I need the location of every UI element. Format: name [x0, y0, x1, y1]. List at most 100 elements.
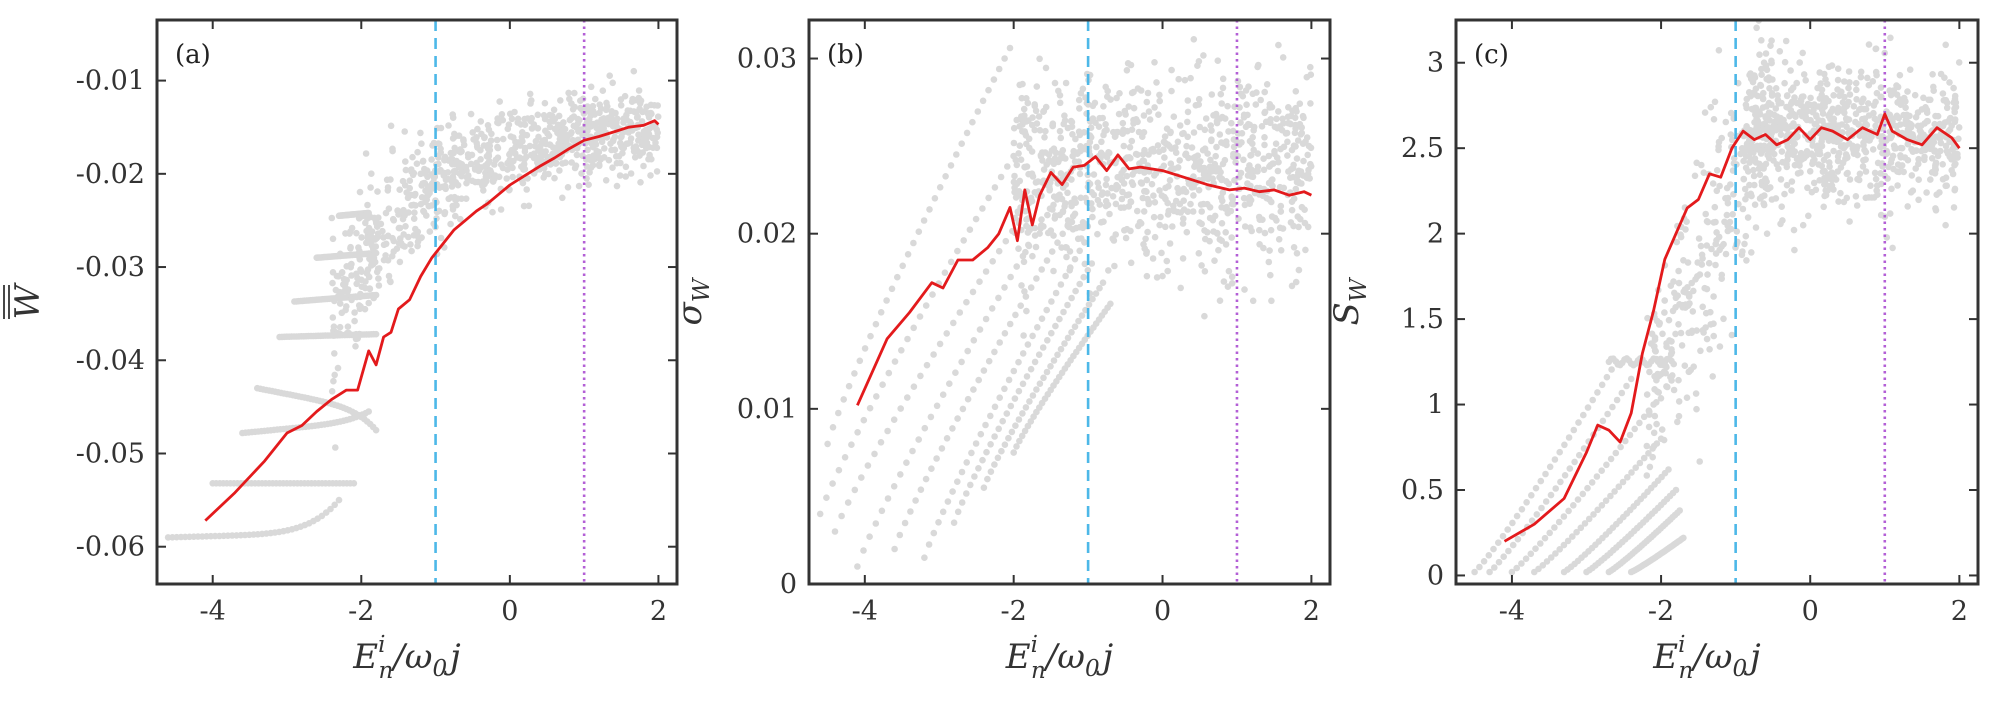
scatter-point [1826, 159, 1833, 166]
scatter-point [1862, 194, 1870, 202]
scatter-point [1016, 142, 1024, 149]
y-tick-label: -0.01 [76, 66, 145, 97]
scatter-point [504, 125, 512, 133]
scatter-point [493, 136, 501, 144]
scatter-point [626, 118, 634, 126]
scatter-point [1672, 330, 1679, 338]
scatter-point [950, 319, 957, 327]
scatter-point [1086, 138, 1094, 146]
scatter-point [1655, 321, 1663, 328]
scatter-point [1556, 448, 1563, 456]
scatter-point [419, 157, 427, 165]
scatter-point [350, 480, 358, 487]
scatter-point [327, 505, 334, 513]
scatter-point [445, 122, 452, 129]
scatter-point [998, 447, 1005, 455]
scatter-point [1071, 323, 1079, 331]
scatter-point [1290, 244, 1298, 251]
scatter-point [1533, 511, 1541, 518]
scatter-point [980, 484, 988, 492]
scatter-point [406, 184, 414, 192]
scatter-point [1710, 219, 1718, 226]
x-tick-label: 0 [1802, 596, 1819, 627]
scatter-point [616, 172, 624, 179]
scatter-point [1585, 515, 1593, 523]
scatter-point [1224, 102, 1231, 110]
scatter-point [1769, 124, 1776, 131]
scatter-point [991, 433, 998, 440]
scatter-point [1253, 89, 1260, 96]
scatter-point [1166, 177, 1174, 184]
scatter-point [1139, 151, 1147, 158]
scatter-point [1139, 133, 1146, 140]
scatter-point [1197, 201, 1205, 208]
scatter-point [1579, 490, 1587, 498]
scatter-point [467, 160, 475, 168]
scatter-point [1079, 224, 1087, 232]
scatter-point [1060, 308, 1067, 316]
scatter-point [1665, 316, 1673, 324]
scatter-point [1742, 101, 1750, 109]
scatter-point [496, 98, 504, 105]
scatter-point [1743, 142, 1751, 150]
scatter-point [1288, 282, 1296, 290]
scatter-point [1126, 144, 1134, 151]
scatter-point [1280, 143, 1288, 151]
scatter-point [1589, 396, 1596, 404]
scatter-point [1757, 82, 1765, 89]
scatter-point [408, 168, 415, 175]
scatter-point [1622, 437, 1629, 445]
scatter-point [1872, 175, 1880, 183]
scatter-point [927, 413, 935, 421]
scatter-point [1759, 95, 1767, 103]
scatter-point [1076, 170, 1084, 178]
scatter-point [1200, 164, 1208, 172]
scatter-point [1144, 228, 1151, 236]
scatter-point [910, 239, 917, 247]
scatter-point [1031, 102, 1039, 110]
scatter-point [396, 258, 404, 266]
scatter-point [1942, 96, 1950, 104]
scatter-point [926, 206, 933, 213]
scatter-point [1072, 287, 1079, 295]
scatter-point [1931, 120, 1938, 128]
scatter-point [1225, 267, 1233, 275]
scatter-point [1134, 207, 1141, 215]
scatter-point [1120, 142, 1128, 150]
scatter-point [982, 421, 989, 429]
scatter-point [1695, 235, 1703, 242]
scatter-point [1249, 297, 1257, 305]
scatter-point [1041, 134, 1048, 141]
scatter-point [541, 99, 549, 107]
scatter-point [1867, 182, 1874, 189]
scatter-point [1170, 202, 1177, 210]
scatter-point [1727, 131, 1735, 138]
scatter-point [1646, 408, 1653, 416]
scatter-point [1541, 534, 1549, 542]
scatter-point [590, 153, 598, 161]
scatter-point [1303, 73, 1311, 81]
scatter-point [1788, 98, 1796, 106]
scatter-point [1071, 255, 1079, 263]
scatter-point [1845, 79, 1853, 86]
scatter-point [1608, 366, 1615, 373]
scatter-point [1859, 163, 1867, 170]
scatter-point [1881, 172, 1889, 180]
scatter-point [1247, 166, 1255, 173]
scatter-point [1763, 178, 1770, 185]
scatter-point [477, 156, 484, 163]
scatter-point [1590, 511, 1597, 518]
scatter-point [1783, 92, 1791, 100]
scatter-point [1921, 146, 1929, 154]
scatter-point [1758, 65, 1765, 73]
scatter-point [1015, 358, 1022, 366]
scatter-point [1088, 189, 1095, 196]
x-axis-label-part: /ω [390, 637, 432, 677]
scatter-point [1669, 307, 1677, 315]
scatter-point [419, 180, 427, 187]
scatter-point [1144, 89, 1152, 97]
scatter-point [1026, 226, 1034, 234]
scatter-point [994, 454, 1002, 462]
scatter-point [939, 508, 947, 516]
scatter-point [1768, 129, 1775, 137]
